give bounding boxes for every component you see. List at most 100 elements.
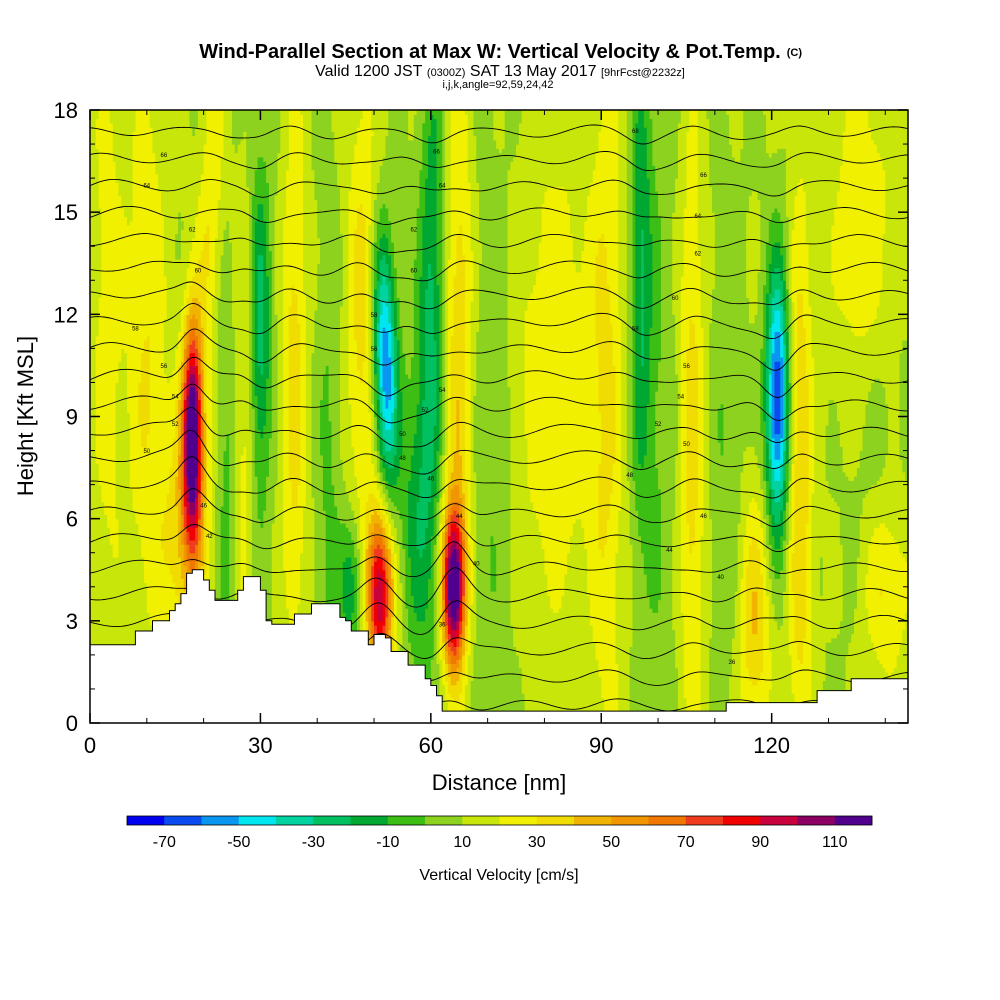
- velocity-cell: [402, 637, 409, 643]
- velocity-cell: [785, 565, 790, 571]
- velocity-cell: [325, 578, 344, 584]
- velocity-cell: [748, 552, 761, 558]
- velocity-cell: [825, 467, 844, 473]
- velocity-cell: [731, 646, 742, 652]
- velocity-cell: [811, 501, 838, 507]
- velocity-cell: [680, 578, 702, 584]
- velocity-cell: [416, 501, 429, 507]
- velocity-cell: [365, 548, 369, 554]
- velocity-cell: [109, 535, 119, 541]
- velocity-cell: [717, 437, 724, 443]
- velocity-cell: [811, 561, 821, 567]
- velocity-cell: [467, 667, 475, 673]
- velocity-cell: [658, 599, 673, 605]
- velocity-cell: [399, 514, 409, 520]
- velocity-cell: [680, 505, 688, 511]
- velocity-cell: [615, 646, 631, 652]
- velocity-cell: [655, 450, 679, 456]
- velocity-cell: [677, 446, 682, 452]
- velocity-cell: [90, 459, 97, 464]
- velocity-cell: [703, 518, 713, 524]
- velocity-cell: [567, 552, 588, 558]
- velocity-cell: [788, 454, 793, 460]
- velocity-cell: [180, 463, 185, 469]
- velocity-cell: [794, 467, 810, 473]
- velocity-cell: [490, 539, 494, 545]
- velocity-cell: [396, 437, 404, 443]
- velocity-cell: [197, 505, 202, 511]
- velocity-cell: [283, 480, 293, 486]
- velocity-cell: [450, 522, 457, 528]
- velocity-cell: [558, 608, 591, 613]
- velocity-cell: [592, 637, 617, 643]
- velocity-cell: [223, 471, 230, 477]
- velocity-cell: [402, 616, 409, 622]
- velocity-cell: [473, 433, 511, 439]
- velocity-cell: [402, 544, 409, 550]
- velocity-cell: [362, 625, 367, 630]
- velocity-cell: [467, 510, 472, 516]
- velocity-cell: [768, 603, 776, 609]
- velocity-cell: [470, 505, 477, 511]
- velocity-cell: [768, 454, 773, 460]
- velocity-cell: [740, 484, 761, 490]
- velocity-cell: [368, 569, 372, 575]
- velocity-cell: [604, 544, 619, 550]
- velocity-cell: [229, 518, 236, 524]
- velocity-cell: [470, 480, 477, 486]
- velocity-cell: [757, 595, 764, 601]
- velocity-cell: [368, 527, 375, 533]
- velocity-cell: [214, 501, 225, 507]
- velocity-cell: [379, 505, 386, 511]
- velocity-cell: [763, 642, 770, 647]
- velocity-cell: [203, 518, 208, 524]
- velocity-cell: [675, 488, 682, 494]
- velocity-cell: [331, 433, 341, 439]
- velocity-cell: [362, 616, 367, 622]
- velocity-cell: [683, 616, 702, 622]
- velocity-cell: [819, 578, 824, 584]
- velocity-cell: [740, 471, 761, 477]
- velocity-cell: [496, 556, 511, 562]
- velocity-cell: [212, 480, 219, 486]
- velocity-cell: [195, 522, 199, 528]
- velocity-cell: [385, 552, 389, 558]
- velocity-cell: [354, 608, 358, 613]
- velocity-cell: [445, 620, 449, 626]
- velocity-cell: [450, 629, 457, 635]
- velocity-cell: [794, 433, 798, 439]
- velocity-cell: [700, 684, 710, 690]
- velocity-cell: [629, 501, 636, 507]
- velocity-cell: [794, 637, 804, 643]
- velocity-cell: [700, 676, 710, 682]
- velocity-cell: [246, 476, 253, 481]
- velocity-cell: [768, 459, 773, 464]
- velocity-cell: [442, 582, 446, 588]
- velocity-cell: [683, 620, 702, 626]
- velocity-cell: [439, 565, 443, 571]
- velocity-cell: [712, 582, 739, 588]
- velocity-cell: [683, 667, 702, 673]
- velocity-cell: [473, 556, 477, 562]
- velocity-cell: [703, 484, 710, 490]
- velocity-cell: [765, 467, 770, 473]
- velocity-cell: [396, 595, 404, 601]
- velocity-cell: [496, 565, 511, 571]
- velocity-cell: [740, 633, 747, 639]
- velocity-cell: [641, 539, 662, 545]
- velocity-cell: [322, 484, 335, 490]
- velocity-cell: [462, 467, 466, 473]
- velocity-cell: [641, 535, 662, 541]
- velocity-cell: [496, 574, 511, 579]
- velocity-cell: [550, 599, 563, 605]
- velocity-cell: [399, 565, 406, 571]
- velocity-cell: [311, 459, 324, 464]
- velocity-cell: [740, 671, 750, 677]
- velocity-cell: [382, 484, 386, 490]
- velocity-cell: [476, 565, 492, 571]
- velocity-cell: [371, 620, 375, 626]
- velocity-cell: [209, 565, 216, 571]
- velocity-cell: [266, 480, 279, 486]
- velocity-cell: [129, 471, 171, 477]
- velocity-cell: [362, 574, 367, 579]
